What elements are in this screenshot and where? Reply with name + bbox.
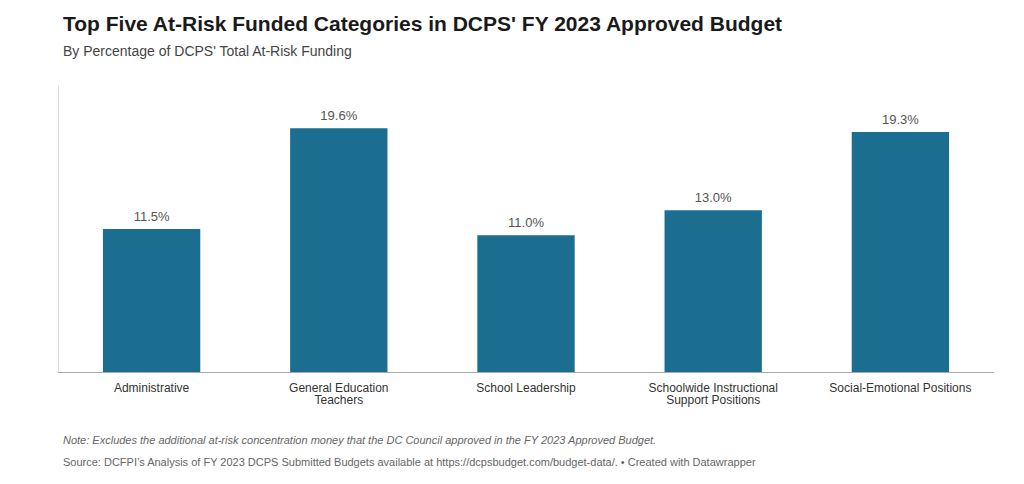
svg-text:Top Five At-Risk Funded Catego: Top Five At-Risk Funded Categories in DC…	[63, 12, 782, 35]
svg-text:School Leadership: School Leadership	[476, 381, 576, 395]
svg-text:By Percentage of DCPS' Total A: By Percentage of DCPS' Total At-Risk Fun…	[63, 43, 352, 59]
svg-text:Support Positions: Support Positions	[666, 393, 760, 407]
svg-text:Schoolwide Instructional: Schoolwide Instructional	[648, 381, 778, 395]
svg-text:19.3%: 19.3%	[882, 112, 919, 127]
svg-text:Social-Emotional Positions: Social-Emotional Positions	[829, 381, 971, 395]
svg-text:11.5%: 11.5%	[134, 209, 170, 224]
svg-text:General Education: General Education	[289, 381, 389, 395]
svg-text:13.0%: 13.0%	[695, 190, 732, 205]
svg-text:Teachers: Teachers	[314, 393, 363, 407]
svg-text:Administrative: Administrative	[114, 381, 190, 395]
svg-text:Note: Excludes the additional: Note: Excludes the additional at-risk co…	[63, 434, 656, 446]
svg-text:Source: DCFPI’s Analysis of FY: Source: DCFPI’s Analysis of FY 2023 DCPS…	[63, 456, 756, 468]
svg-text:11.0%: 11.0%	[508, 215, 544, 230]
svg-text:19.6%: 19.6%	[320, 108, 357, 123]
